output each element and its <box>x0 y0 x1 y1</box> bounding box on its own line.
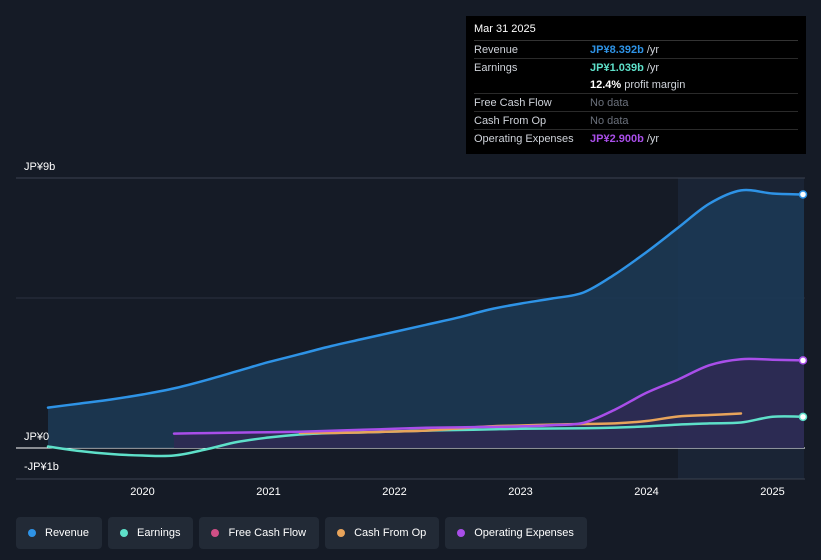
tooltip-row-margin: 12.4% profit margin <box>474 76 798 94</box>
tooltip-value: JP¥1.039b <box>590 61 644 74</box>
x-tick-label: 2020 <box>130 486 154 498</box>
legend-dot-icon <box>28 529 36 537</box>
legend-operating-expenses[interactable]: Operating Expenses <box>445 517 587 549</box>
tooltip-row-earnings: Earnings JP¥1.039b /yr <box>474 59 798 76</box>
x-tick-label: 2024 <box>634 486 658 498</box>
legend-revenue[interactable]: Revenue <box>16 517 103 549</box>
tooltip-label: Free Cash Flow <box>474 96 552 109</box>
tooltip-unit: profit margin <box>624 78 686 91</box>
tooltip-value: No data <box>590 114 629 127</box>
tooltip-unit: /yr <box>646 132 660 145</box>
legend-label: Operating Expenses <box>474 527 574 539</box>
tooltip-value: No data <box>590 96 629 109</box>
series-endpoints <box>798 190 808 422</box>
legend-free-cash-flow[interactable]: Free Cash Flow <box>199 517 320 549</box>
tooltip-label: Earnings <box>474 61 518 74</box>
tooltip-label: Cash From Op <box>474 114 547 127</box>
x-tick-label: 2022 <box>382 486 406 498</box>
legend-earnings[interactable]: Earnings <box>108 517 194 549</box>
legend: Revenue Earnings Free Cash Flow Cash Fro… <box>16 517 587 549</box>
revenue-line <box>46 188 806 409</box>
legend-dot-icon <box>457 529 466 537</box>
revenue-area <box>48 190 804 448</box>
legend-dot-icon <box>337 529 346 537</box>
tooltip-value: JP¥2.900b <box>590 132 644 145</box>
series-areas <box>48 190 804 448</box>
tooltip-row-opex: Operating Expenses JP¥2.900b /yr <box>474 130 798 147</box>
operating-expenses-endpoint <box>798 356 808 365</box>
tooltip-unit: /yr <box>646 43 660 56</box>
y-label-top: JP¥9b <box>24 161 55 173</box>
tooltip-row-revenue: Revenue JP¥8.392b /yr <box>474 41 798 59</box>
legend-label: Free Cash Flow <box>228 527 307 539</box>
tooltip-date: Mar 31 2025 <box>474 23 798 41</box>
x-tick-label: 2025 <box>760 486 784 498</box>
tooltip-row-cfo: Cash From Op No data <box>474 112 798 130</box>
tooltip-unit: /yr <box>646 61 660 74</box>
y-label-bottom: -JP¥1b <box>24 461 59 473</box>
tooltip-label: Revenue <box>474 43 519 56</box>
series-lines <box>46 188 806 458</box>
tooltip-label: Operating Expenses <box>474 132 574 145</box>
legend-cash-from-op[interactable]: Cash From Op <box>325 517 440 549</box>
legend-label: Earnings <box>137 527 181 539</box>
legend-dot-icon <box>120 529 129 537</box>
x-tick-label: 2023 <box>508 486 532 498</box>
tooltip-value: JP¥8.392b <box>590 43 644 56</box>
tooltip-panel: Mar 31 2025 Revenue JP¥8.392b /yr Earnin… <box>466 16 806 154</box>
operating-expenses-line <box>172 357 806 435</box>
earnings-endpoint <box>798 412 808 422</box>
legend-dot-icon <box>211 529 220 537</box>
tooltip-value: 12.4% <box>590 78 622 91</box>
x-tick-label: 2021 <box>256 486 280 498</box>
x-axis-ticks: 2020 2021 2022 2023 2024 2025 <box>130 486 784 498</box>
legend-label: Revenue <box>45 527 90 539</box>
revenue-endpoint <box>798 190 808 199</box>
y-label-zero: JP¥0 <box>24 431 49 443</box>
tooltip-row-fcf: Free Cash Flow No data <box>474 94 798 112</box>
legend-label: Cash From Op <box>354 527 427 539</box>
